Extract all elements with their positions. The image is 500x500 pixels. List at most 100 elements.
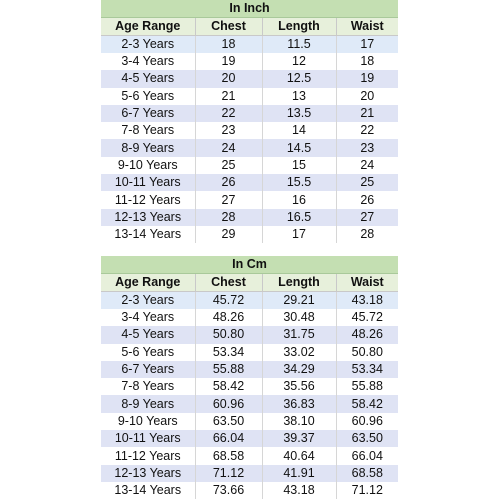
header-length: Length (262, 273, 337, 292)
cm-table-title: In Cm (101, 256, 399, 274)
table-row: 2-3 Years 45.72 29.21 43.18 (101, 291, 399, 309)
cell-chest: 55.88 (195, 360, 263, 379)
cell-length: 35.56 (262, 378, 337, 396)
cell-chest: 71.12 (195, 464, 263, 482)
cell-waist: 21 (336, 104, 399, 123)
cell-age-range: 4-5 Years (101, 326, 196, 344)
cell-chest: 19 (195, 53, 263, 71)
cell-length: 15 (262, 156, 337, 175)
cell-chest: 68.58 (195, 447, 263, 465)
header-length: Length (262, 17, 337, 36)
cell-chest: 23 (195, 122, 263, 140)
cell-age-range: 12-13 Years (101, 208, 196, 226)
cell-chest: 73.66 (195, 481, 263, 500)
cell-age-range: 13-14 Years (101, 225, 196, 244)
cell-waist: 43.18 (336, 291, 399, 309)
cell-age-range: 2-3 Years (101, 291, 196, 309)
cell-waist: 24 (360, 157, 375, 172)
cell-waist: 50.80 (351, 344, 383, 359)
table-row: 3-4 Years 48.26 30.48 45.72 (101, 309, 398, 327)
cell-waist: 71.12 (351, 483, 383, 498)
cell-chest: 63.50 (195, 412, 263, 431)
cell-age-range: 13-14 Years (101, 481, 196, 500)
table-row: 10-11 Years 26 15.5 25 (101, 174, 399, 192)
cell-length: 13 (262, 87, 337, 105)
cell-waist: 55.88 (351, 379, 383, 394)
cell-chest: 29 (195, 225, 263, 244)
cell-waist: 26 (360, 192, 375, 207)
cell-waist: 18 (360, 54, 375, 69)
table-row: 5-6 Years 53.34 33.02 50.80 (101, 343, 398, 361)
table-row: 13-14 Years 29 17 28 (101, 225, 398, 244)
cell-age-range: 10-11 Years (101, 430, 196, 448)
cell-chest: 50.80 (195, 326, 263, 344)
cell-length: 30.48 (262, 309, 337, 327)
cell-chest: 20 (195, 70, 263, 88)
cell-chest: 48.26 (195, 309, 263, 327)
cell-chest: 22 (195, 104, 263, 123)
table-row: 6-7 Years 55.88 34.29 53.34 (101, 360, 399, 379)
cell-length: 13.5 (262, 104, 337, 123)
cell-age-range: 3-4 Years (101, 309, 196, 327)
cell-length: 40.64 (262, 447, 337, 465)
cell-age-range: 9-10 Years (101, 412, 196, 431)
table-row: 10-11 Years 66.04 39.37 63.50 (101, 430, 399, 448)
table-row: 12-13 Years 71.12 41.91 68.58 (101, 464, 399, 482)
cell-length: 38.10 (262, 412, 337, 431)
cell-length: 29.21 (262, 291, 337, 309)
cm-table-body: 2-3 Years 45.72 29.21 43.18 3-4 Years 48.26 30… (101, 291, 399, 500)
cell-waist: 17 (336, 35, 399, 53)
header-age-range: Age Range (101, 17, 196, 36)
cell-length: 15.5 (262, 174, 337, 192)
table-row: 8-9 Years 60.96 36.83 58.42 (101, 395, 399, 413)
cell-waist: 45.72 (351, 310, 383, 325)
cell-age-range: 4-5 Years (101, 70, 196, 88)
inch-header-row: Age Range Chest Length Waist (101, 17, 399, 36)
cell-chest: 45.72 (195, 291, 263, 309)
cell-waist: 66.04 (351, 448, 383, 463)
table-row: 9-10 Years 63.50 38.10 60.96 (101, 412, 398, 431)
cell-length: 39.37 (262, 430, 337, 448)
cell-length: 17 (262, 225, 337, 244)
table-row: 11-12 Years 27 16 26 (101, 191, 398, 209)
cell-waist: 25 (336, 174, 399, 192)
table-row: 12-13 Years 28 16.5 27 (101, 208, 399, 226)
cell-waist: 63.50 (336, 430, 399, 448)
cell-length: 14.5 (262, 139, 337, 157)
cell-age-range: 11-12 Years (101, 447, 196, 465)
cell-length: 41.91 (262, 464, 337, 482)
cell-length: 43.18 (262, 481, 337, 500)
cell-waist: 53.34 (336, 360, 399, 379)
cell-chest: 58.42 (195, 378, 263, 396)
table-row: 13-14 Years 73.66 43.18 71.12 (101, 481, 398, 500)
cell-waist: 23 (336, 139, 399, 157)
cell-length: 14 (262, 122, 337, 140)
table-row: 3-4 Years 19 12 18 (101, 53, 398, 71)
cell-age-range: 8-9 Years (101, 395, 196, 413)
table-row: 5-6 Years 21 13 20 (101, 87, 398, 105)
cell-age-range: 7-8 Years (101, 378, 196, 396)
cell-chest: 18 (195, 35, 263, 53)
cell-waist: 68.58 (336, 464, 399, 482)
cell-waist: 48.26 (336, 326, 399, 344)
table-row: 11-12 Years 68.58 40.64 66.04 (101, 447, 398, 465)
cell-age-range: 3-4 Years (101, 53, 196, 71)
cell-length: 31.75 (262, 326, 337, 344)
header-waist: Waist (336, 273, 399, 292)
header-chest: Chest (195, 273, 263, 292)
table-row: 7-8 Years 23 14 22 (101, 122, 398, 140)
cell-waist: 58.42 (336, 395, 399, 413)
cell-length: 11.5 (262, 35, 337, 53)
cm-title-row: In Cm (101, 256, 399, 274)
cell-age-range: 6-7 Years (101, 104, 196, 123)
cell-age-range: 6-7 Years (101, 360, 196, 379)
cm-header-row: Age Range Chest Length Waist (101, 273, 399, 292)
table-row: 8-9 Years 24 14.5 23 (101, 139, 399, 157)
cell-length: 34.29 (262, 360, 337, 379)
cell-waist: 28 (360, 227, 375, 242)
cell-age-range: 9-10 Years (101, 156, 196, 175)
cell-chest: 27 (195, 191, 263, 209)
cell-age-range: 5-6 Years (101, 343, 196, 361)
cell-chest: 28 (195, 208, 263, 226)
cell-chest: 21 (195, 87, 263, 105)
